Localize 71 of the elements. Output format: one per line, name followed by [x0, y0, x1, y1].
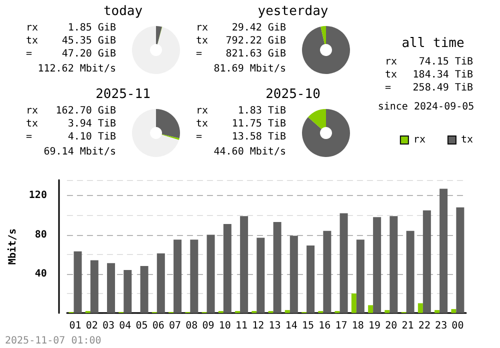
x-tick-label: 09 — [202, 320, 214, 332]
text: 112.62 Mbit/s — [38, 64, 116, 74]
x-tick-label: 22 — [418, 320, 430, 332]
text: rx — [196, 22, 208, 34]
x-tick-label: 00 — [452, 320, 464, 332]
y-tick-label: 40 — [34, 268, 47, 280]
text: tx — [196, 36, 208, 46]
x-tick-label: 13 — [268, 320, 281, 332]
x-tick-label: 04 — [119, 320, 132, 332]
text: 81.69 Mbit/s — [214, 64, 286, 74]
text: = — [385, 82, 392, 94]
y-tick-label: 80 — [34, 229, 47, 240]
text: 29.42 GiB — [232, 22, 286, 34]
text: 258.49 TiB — [412, 82, 473, 94]
text: tx — [196, 118, 208, 130]
text: 13.58 TiB — [232, 132, 286, 142]
x-tick-label: 03 — [102, 320, 115, 332]
text: rx — [196, 106, 208, 116]
x-tick-label: 23 — [435, 320, 448, 332]
text: 162.70 GiB — [56, 106, 116, 116]
text: all time — [402, 36, 464, 51]
x-tick-label: 10 — [218, 320, 231, 332]
text: = — [26, 132, 32, 142]
x-tick-label: 19 — [368, 320, 381, 332]
text: 47.20 GiB — [62, 48, 116, 60]
x-tick-label: 17 — [335, 320, 348, 332]
text: = — [26, 48, 32, 60]
text: since 2024-09-05 — [378, 102, 474, 112]
text: 45.35 GiB — [62, 36, 116, 46]
x-tick-label: 02 — [86, 320, 98, 332]
text: = — [196, 48, 202, 60]
x-tick-label: 12 — [252, 320, 264, 332]
text: 3.94 TiB — [68, 118, 116, 130]
text: tx — [26, 118, 38, 130]
text: 792.22 GiB — [226, 36, 286, 46]
x-tick-label: 08 — [186, 320, 198, 332]
text: 69.14 Mbit/s — [44, 146, 116, 158]
text: tx — [26, 36, 38, 46]
y-axis-title: Mbit/s — [6, 228, 18, 265]
text: 821.63 GiB — [226, 48, 286, 60]
text: 11.75 TiB — [232, 118, 286, 130]
chart-title: today — [103, 4, 143, 19]
text: 1.83 TiB — [238, 106, 286, 116]
legend-label: tx — [460, 134, 474, 146]
text: rx — [26, 106, 38, 116]
text: 4.10 TiB — [68, 132, 116, 142]
x-tick-label: 16 — [318, 320, 331, 332]
chart-title: 2025-11 — [96, 87, 150, 102]
text: 74.15 TiB — [418, 56, 473, 68]
x-tick-label: 21 — [402, 320, 414, 332]
x-tick-label: 15 — [302, 320, 314, 332]
text: 44.60 Mbit/s — [214, 146, 286, 158]
chart-title: yesterday — [258, 4, 328, 19]
x-tick-label: 05 — [136, 320, 148, 332]
text: tx — [385, 70, 398, 80]
chart-title: 2025-10 — [266, 87, 320, 102]
text: 1.85 GiB — [68, 22, 116, 34]
x-tick-label: 07 — [169, 320, 182, 332]
text: = — [196, 132, 202, 142]
x-tick-label: 06 — [152, 320, 164, 332]
y-tick-label: 120 — [28, 190, 47, 202]
text: rx — [385, 56, 398, 68]
x-tick-label: 14 — [285, 320, 298, 332]
x-tick-label: 18 — [352, 320, 364, 332]
x-tick-label: 01 — [69, 320, 82, 332]
legend-label: rx — [413, 134, 426, 146]
text: 184.34 TiB — [412, 70, 473, 80]
text: 2025-11-07 01:00 — [5, 336, 102, 346]
x-tick-label: 11 — [236, 320, 248, 332]
x-tick-label: 20 — [385, 320, 398, 332]
text: rx — [26, 22, 38, 34]
